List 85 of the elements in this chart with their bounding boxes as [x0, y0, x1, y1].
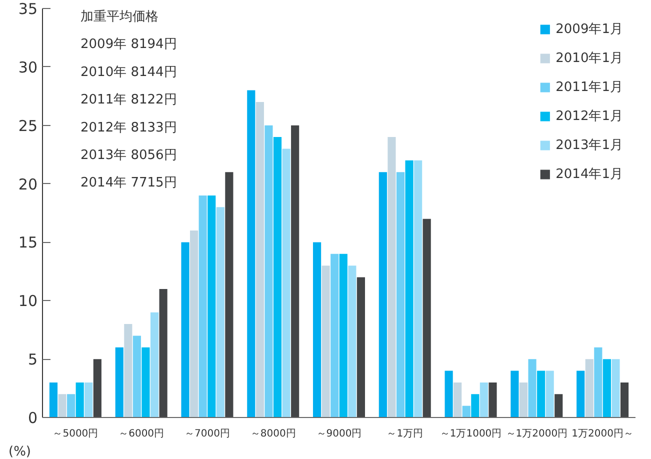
legend-label: 2010年1月: [556, 50, 623, 67]
legend-label: 2014年1月: [556, 166, 623, 183]
bar: [414, 160, 422, 418]
bar: [488, 382, 497, 418]
legend-label: 2011年1月: [556, 79, 623, 96]
bar: [405, 160, 414, 418]
bar: [519, 382, 528, 418]
y-tick-label: 20: [18, 175, 38, 194]
bar: [422, 218, 431, 418]
bar: [282, 148, 290, 418]
bar: [198, 195, 207, 418]
legend-label: 2013年1月: [556, 137, 623, 154]
bar: [546, 370, 554, 418]
x-tick-label: 1万2000円～: [572, 428, 634, 440]
bar: [462, 406, 470, 418]
y-tick-label: 0: [28, 409, 38, 427]
x-tick-label: ～5000円: [52, 428, 98, 440]
y-tick-label: 15: [18, 234, 38, 252]
annotation: 2009年 8194円: [80, 37, 177, 52]
x-tick-label: ～1万2000円: [506, 428, 568, 440]
x-tick-label: ～1万円: [386, 428, 424, 440]
bar: [312, 242, 322, 418]
y-tick-label: 25: [18, 116, 38, 135]
bar: [602, 359, 611, 418]
y-tick-label: 30: [18, 58, 38, 76]
bar: [93, 359, 102, 418]
bar: [115, 347, 124, 418]
bar: [396, 172, 405, 418]
bar: [322, 266, 330, 418]
bar: [247, 90, 256, 418]
bar: [124, 324, 132, 418]
bar: [264, 125, 273, 418]
y-tick-label: 5: [28, 350, 38, 369]
bar: [554, 394, 563, 418]
bar: [76, 382, 84, 418]
bar: [612, 359, 620, 418]
x-tick-label: ～1万1000円: [440, 428, 502, 440]
annotation: 2012年 8133円: [80, 120, 177, 136]
bar: [225, 172, 234, 418]
bar: [256, 102, 264, 418]
bar: [49, 382, 58, 418]
annotation: 2011年 8122円: [80, 92, 177, 108]
bar: [339, 254, 348, 418]
bar: [348, 266, 356, 418]
bar: [150, 312, 159, 418]
bar: [159, 288, 168, 418]
x-tick-label: ～9000円: [316, 428, 362, 440]
y-axis-title: (%): [8, 444, 31, 459]
y-tick-label: 10: [18, 292, 38, 310]
bar: [620, 382, 629, 418]
bar: [528, 359, 536, 418]
bar: [208, 195, 216, 418]
bar: [67, 394, 76, 418]
bar: [471, 394, 480, 418]
bar: [84, 382, 93, 418]
bar: [537, 370, 546, 418]
bar: [330, 254, 339, 418]
x-tick-label: ～6000円: [118, 428, 164, 440]
annotation: 2014年 7715円: [80, 176, 177, 191]
bar: [216, 207, 224, 418]
bar: [273, 137, 282, 418]
bar: [142, 347, 150, 418]
bar: [291, 125, 300, 418]
x-tick-label: ～8000円: [250, 428, 296, 440]
bar: [190, 230, 198, 418]
bar: [378, 172, 387, 418]
bar: [576, 370, 585, 418]
bar: [132, 336, 141, 418]
bar: [388, 137, 396, 418]
bar: [454, 382, 462, 418]
annotation: 加重平均価格: [80, 10, 158, 24]
bar: [356, 277, 366, 418]
bar: [594, 347, 602, 418]
bar: [444, 370, 453, 418]
annotation: 2010年 8144円: [80, 64, 177, 80]
bar: [480, 382, 488, 418]
x-tick-label: ～7000円: [184, 428, 230, 440]
bar: [181, 242, 190, 418]
annotation: 2013年 8056円: [80, 148, 177, 163]
legend-label: 2012年1月: [556, 108, 623, 125]
y-tick-label: 35: [18, 0, 38, 18]
bar: [510, 370, 519, 418]
bar: [585, 359, 594, 418]
bar: [58, 394, 66, 418]
legend-label: 2009年1月: [556, 21, 623, 38]
